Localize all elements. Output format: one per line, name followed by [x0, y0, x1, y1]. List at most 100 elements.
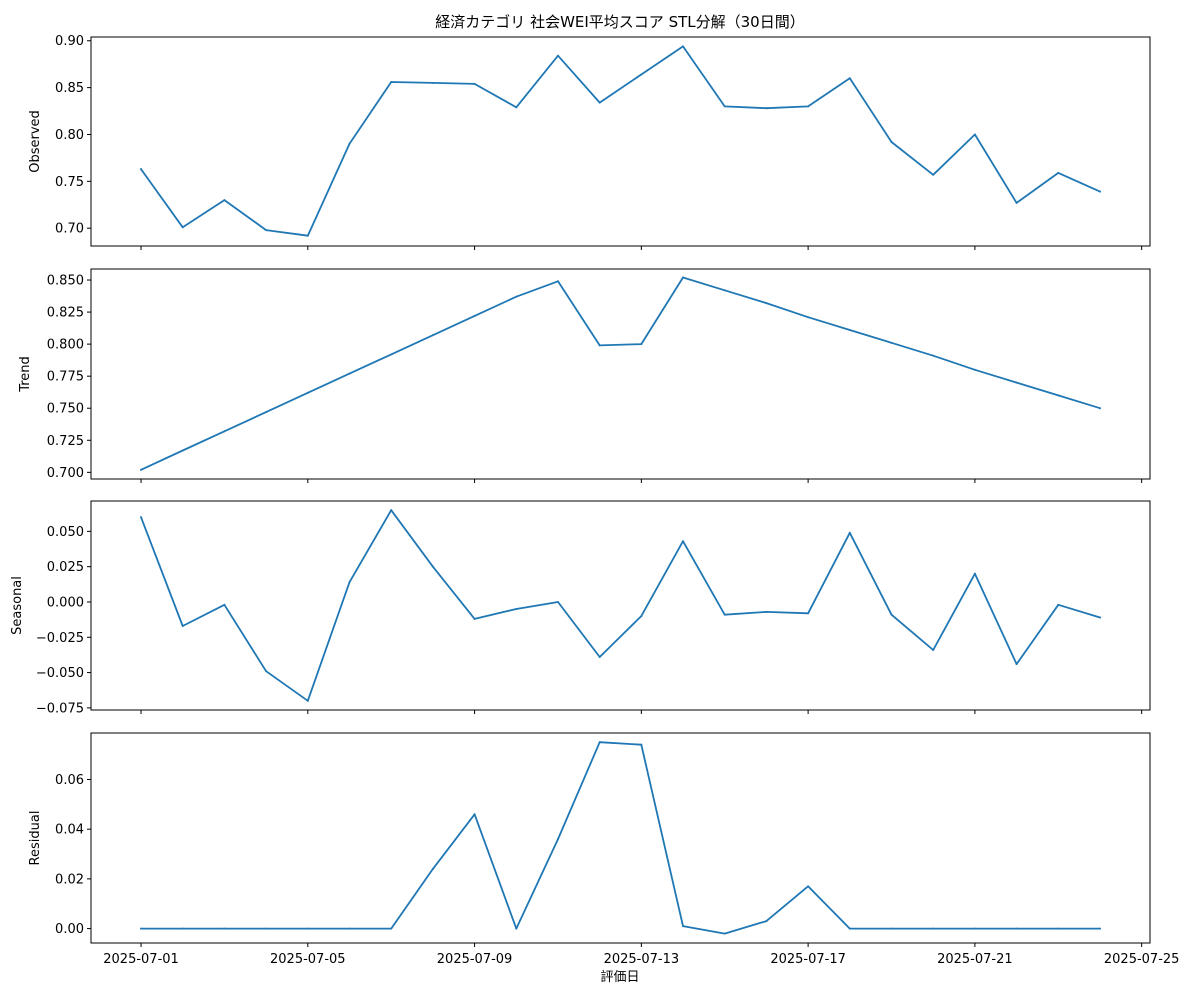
data-point: [973, 133, 976, 136]
data-point: [1098, 616, 1101, 619]
series-line-seasonal: [140, 509, 1101, 702]
data-point: [390, 80, 393, 83]
data-point: [1098, 190, 1101, 193]
y-axis-label-seasonal: Seasonal: [10, 576, 25, 635]
data-point: [640, 343, 643, 346]
data-point: [556, 838, 559, 841]
data-point: [515, 295, 518, 298]
data-point: [1057, 603, 1060, 606]
data-point: [140, 927, 143, 930]
x-tick-label: 2025-07-09: [437, 952, 513, 967]
data-point: [1015, 927, 1018, 930]
series-line-trend: [140, 276, 1101, 471]
data-point: [431, 334, 434, 337]
data-point: [265, 670, 268, 673]
data-point: [223, 603, 226, 606]
data-point: [140, 168, 143, 171]
data-point: [807, 105, 810, 108]
data-point: [556, 54, 559, 57]
data-point: [682, 540, 685, 543]
data-point: [973, 368, 976, 371]
data-point: [1015, 201, 1018, 204]
y-tick-label: 0.90: [55, 34, 84, 49]
data-point: [181, 226, 184, 229]
data-point: [807, 612, 810, 615]
x-tick-label: 2025-07-13: [604, 952, 680, 967]
y-tick-label: 0.700: [47, 466, 84, 481]
data-point: [515, 608, 518, 611]
data-point: [306, 927, 309, 930]
data-point: [1098, 927, 1101, 930]
y-tick-label: −0.075: [36, 701, 84, 716]
y-axis-label-trend: Trend: [18, 356, 33, 393]
data-point: [807, 885, 810, 888]
data-point: [848, 927, 851, 930]
data-point: [556, 280, 559, 283]
y-tick-label: 0.70: [55, 222, 84, 237]
data-point: [1057, 394, 1060, 397]
data-point: [848, 77, 851, 80]
series-line-residual: [140, 741, 1101, 935]
data-point: [140, 516, 143, 519]
data-point: [598, 656, 601, 659]
y-tick-label: 0.00: [55, 922, 84, 937]
y-tick-label: 0.02: [55, 872, 84, 887]
panel-seasonal: 0.050 0.025 0.000 −0.025 −0.050 −0.075 Seasona…: [10, 500, 1151, 716]
data-point: [473, 617, 476, 620]
data-point: [682, 276, 685, 279]
data-point: [348, 372, 351, 375]
y-tick-label: 0.04: [55, 823, 84, 838]
data-point: [265, 927, 268, 930]
data-point: [890, 341, 893, 344]
y-tick-label: 0.80: [55, 128, 84, 143]
data-point: [848, 329, 851, 332]
data-point: [723, 932, 726, 935]
series-line-observed: [140, 45, 1101, 237]
y-tick-label: 0.750: [47, 402, 84, 417]
data-point: [223, 430, 226, 433]
data-point: [1057, 171, 1060, 174]
data-point: [431, 81, 434, 84]
data-point: [181, 449, 184, 452]
data-point: [807, 316, 810, 319]
data-point: [890, 140, 893, 143]
data-point: [973, 572, 976, 575]
data-point: [473, 82, 476, 85]
data-point: [932, 927, 935, 930]
data-point: [765, 302, 768, 305]
y-tick-label: 0.75: [55, 175, 84, 190]
data-point: [890, 613, 893, 616]
y-tick-label: 0.850: [47, 274, 84, 289]
x-tick-label: 2025-07-01: [103, 952, 179, 967]
data-point: [598, 344, 601, 347]
data-point: [1098, 407, 1101, 410]
data-point: [640, 743, 643, 746]
y-tick-label: 0.000: [47, 595, 84, 610]
data-point: [265, 229, 268, 232]
plot-frame: [90, 36, 1151, 247]
y-tick-label: 0.800: [47, 338, 84, 353]
data-point: [723, 289, 726, 292]
data-point: [723, 105, 726, 108]
data-point: [348, 927, 351, 930]
panel-residual: 0.00 0.02 0.04 0.06 2025-07-01 2025-07-05 2025…: [28, 732, 1180, 967]
data-point: [223, 199, 226, 202]
data-point: [1057, 927, 1060, 930]
data-point: [682, 925, 685, 928]
data-point: [515, 106, 518, 109]
data-point: [1015, 381, 1018, 384]
data-point: [348, 581, 351, 584]
plot-frame: [90, 732, 1151, 944]
data-point: [140, 468, 143, 471]
plot-frame: [90, 500, 1151, 711]
panel-observed: 0.70 0.75 0.80 0.85 0.90 Observed: [28, 34, 1151, 250]
data-point: [306, 234, 309, 237]
x-axis-label: 評価日: [600, 970, 639, 985]
y-tick-label: 0.06: [55, 773, 84, 788]
panels-group: 0.700.750.800.850.90Observed0.7000.7250.…: [10, 34, 1179, 967]
data-point: [515, 927, 518, 930]
x-tick-label: 2025-07-25: [1104, 952, 1180, 967]
y-tick-label: −0.025: [36, 631, 84, 646]
data-point: [181, 927, 184, 930]
